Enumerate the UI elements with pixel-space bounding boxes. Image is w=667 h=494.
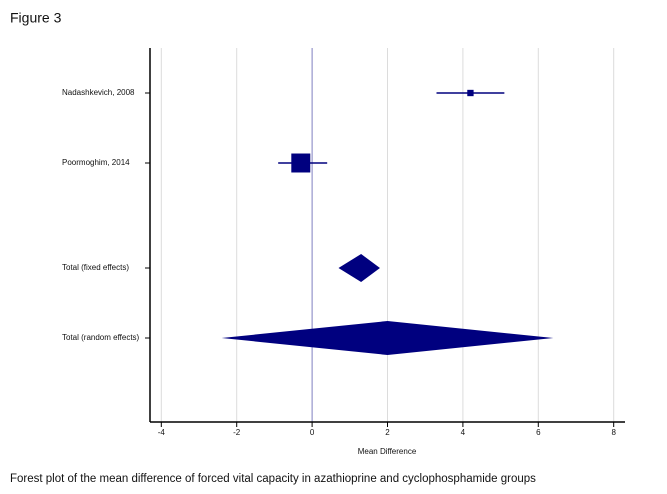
x-tick-label: 2	[385, 428, 390, 437]
caption: Forest plot of the mean difference of fo…	[10, 473, 536, 485]
x-axis-label: Mean Difference	[358, 447, 417, 456]
x-tick-label: 6	[536, 428, 541, 437]
x-tick-label: 4	[461, 428, 466, 437]
x-tick-label: -2	[233, 428, 241, 437]
effect-square	[291, 153, 311, 173]
effect-square	[467, 89, 474, 97]
study-label: Nadashkevich, 2008	[62, 88, 135, 97]
study-label: Poormoghim, 2014	[62, 158, 130, 167]
x-tick-label: 8	[611, 428, 616, 437]
summary-label: Total (random effects)	[62, 333, 140, 342]
x-tick-label: -4	[158, 428, 166, 437]
summary-diamond	[338, 254, 380, 282]
summary-label: Total (fixed effects)	[62, 263, 129, 272]
summary-diamond	[221, 321, 554, 355]
figure-label: Figure 3	[10, 10, 62, 26]
x-tick-label: 0	[310, 428, 315, 437]
